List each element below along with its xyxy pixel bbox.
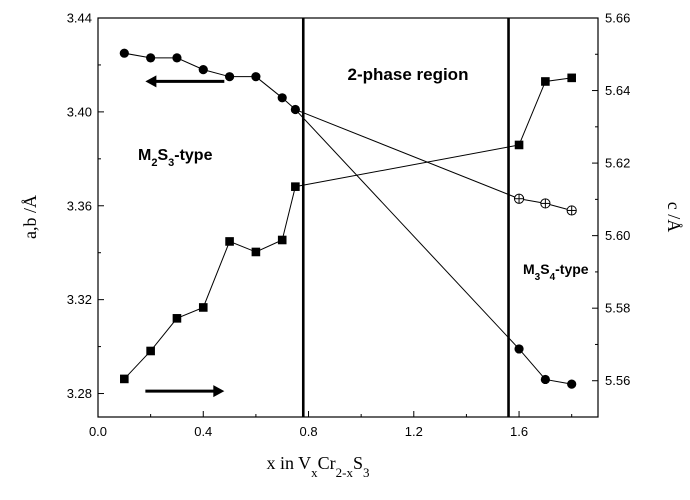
m2s3-part: M: [138, 147, 151, 164]
m3s4-part: M: [523, 261, 535, 277]
y-left-tick-label: 3.32: [67, 292, 92, 307]
data-point-square: [514, 140, 524, 150]
data-point-circle: [277, 93, 287, 103]
data-point-circle: [146, 53, 156, 63]
arrow-head: [213, 385, 225, 398]
m3s4-type-label: M3S4-type: [523, 261, 589, 283]
y-axis-left-title: a,b /Å: [20, 195, 40, 239]
data-point-square: [225, 237, 234, 246]
x-tick-label: 0.8: [299, 424, 317, 439]
direction-arrow: [145, 385, 225, 398]
y-left-tick-label: 3.28: [67, 386, 92, 401]
data-point-square: [251, 247, 261, 257]
data-point-square: [146, 346, 155, 356]
data-point-circle: [290, 104, 300, 115]
data-point-circle: [514, 344, 524, 354]
y-right-tick-label: 5.66: [605, 11, 630, 26]
series-line: [518, 77, 572, 146]
two-phase-region-label: 2-phase region: [348, 65, 469, 84]
m3s4-part: S: [540, 261, 549, 277]
data-point-square: [198, 303, 208, 312]
y-right-tick-label: 5.60: [605, 228, 630, 243]
x-axis-title-part: 2-x: [336, 465, 354, 480]
x-axis-title-part: Cr: [318, 453, 336, 473]
data-point-square: [172, 314, 182, 323]
data-point-circle: [172, 53, 182, 63]
x-tick-label: 0.4: [194, 424, 212, 439]
y-left-tick-label: 3.40: [67, 104, 92, 119]
data-point-crossed-circle: [513, 193, 525, 204]
y-right-tick-label: 5.58: [605, 301, 630, 316]
data-point-circle: [540, 374, 550, 385]
series-line: [123, 186, 296, 380]
m2s3-part: 3: [168, 157, 174, 169]
data-point-square: [541, 77, 550, 86]
data-point-square: [291, 182, 300, 191]
y-right-tick-label: 5.56: [605, 373, 630, 388]
tie-line: [295, 109, 520, 200]
tie-line: [295, 144, 520, 188]
data-point-circle: [224, 72, 235, 82]
x-axis-title-part: S: [353, 453, 363, 473]
data-point-square: [277, 235, 287, 245]
tie-line: [295, 109, 520, 350]
x-axis-title-part: x: [311, 465, 318, 480]
plot-frame: [97, 17, 599, 418]
data-point-crossed-circle: [540, 198, 551, 209]
m2s3-part: -type: [174, 147, 212, 164]
x-axis-title: x in VxCr2-xS3: [266, 453, 369, 480]
m3s4-part: 4: [550, 272, 556, 283]
arrow-head: [145, 75, 157, 88]
direction-arrow: [145, 75, 225, 88]
x-axis-title-part: 3: [363, 465, 370, 480]
y-axis-right-title: c /Å: [664, 202, 684, 233]
y-right-tick-label: 5.64: [605, 83, 630, 98]
data-point-crossed-circle: [566, 205, 577, 216]
m2s3-part: S: [157, 147, 168, 164]
data-point-circle: [119, 48, 129, 58]
data-point-square: [120, 374, 129, 384]
x-tick-label: 1.2: [405, 424, 423, 439]
m2s3-type-label: M2S3-type: [138, 147, 213, 169]
x-axis-title-part: x in V: [266, 453, 311, 473]
data-point-square: [567, 73, 576, 83]
y-left-tick-label: 3.36: [67, 198, 92, 213]
y-right-tick-label: 5.62: [605, 156, 630, 171]
m3s4-part: 3: [535, 272, 541, 283]
data-point-circle: [251, 72, 261, 82]
x-tick-label: 0.0: [89, 424, 107, 439]
y-left-tick-label: 3.44: [67, 11, 92, 26]
x-tick-label: 1.6: [510, 424, 528, 439]
m3s4-part: -type: [555, 261, 589, 277]
data-point-circle: [198, 65, 208, 75]
data-point-circle: [567, 379, 577, 389]
m2s3-part: 2: [151, 157, 157, 169]
